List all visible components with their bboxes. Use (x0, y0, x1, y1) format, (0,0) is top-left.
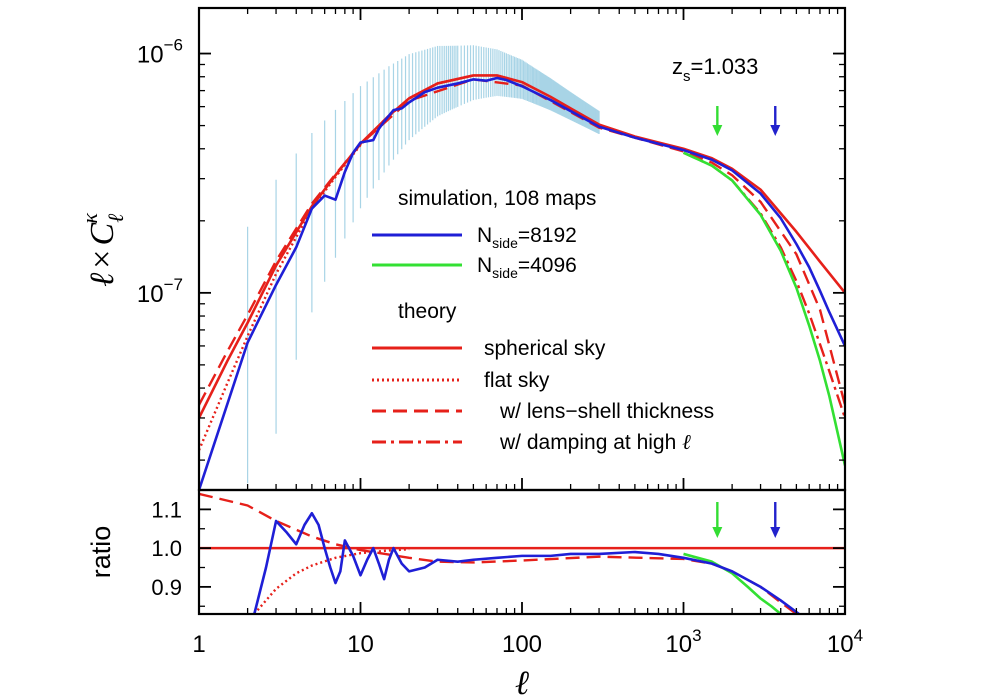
ratio-y-tick-label: 1.1 (151, 497, 182, 522)
redshift-annotation: zs=1.033 (672, 54, 758, 85)
ratio-series-w-lens-shell-thickness (199, 492, 799, 614)
arrow-head (712, 125, 723, 136)
ratio-series-flat-sky (253, 548, 410, 614)
ratio-series-group (199, 492, 845, 614)
legend-simulation-title: simulation, 108 maps (398, 187, 596, 210)
x-tick-label: 104 (827, 626, 863, 658)
main-series-spherical-sky (199, 74, 845, 419)
x-tick-label: 1 (192, 631, 205, 658)
scale-arrows (712, 106, 781, 538)
ratio-series-n-side-4096 (683, 552, 782, 614)
arrow-head (770, 125, 781, 136)
y-tick-label: 10−6 (137, 36, 183, 69)
legend: simulation, 108 maps Nside=8192 Nside=40… (372, 187, 714, 454)
main-series-n-side-8192 (199, 76, 845, 490)
ratio-plot-frame (197, 488, 847, 616)
main-series-group (199, 74, 845, 490)
legend-label-spherical-sky: spherical sky (484, 337, 606, 360)
arrow-head (770, 527, 781, 538)
legend-label-flat-sky: flat sky (484, 369, 550, 392)
main-y-axis-label: ℓ×Cℓκ (77, 213, 128, 287)
ratio-y-tick-label: 1.0 (151, 536, 182, 561)
x-tick-label: 100 (502, 631, 542, 658)
axis-ticks (198, 8, 845, 614)
x-tick-label: 10 (347, 631, 374, 658)
legend-theory-title: theory (398, 300, 457, 323)
main-series-n-side-4096 (682, 151, 845, 466)
legend-label-damping: w/ damping at high ℓ (499, 430, 691, 454)
legend-label-lens-shell: w/ lens−shell thickness (499, 400, 714, 423)
main-series-w-lens-shell-thickness (199, 78, 845, 406)
y-tick-label: 10−7 (137, 275, 183, 308)
main-series-flat-sky (199, 74, 474, 451)
x-tick-label: 103 (665, 626, 701, 658)
ratio-y-tick-label: 0.9 (151, 575, 182, 600)
ratio-y-axis-label: ratio (86, 526, 116, 579)
tick-labels: 1 10 100 103 104 10−6 10−7 0.9 1.0 1.1 (137, 36, 863, 658)
x-axis-label: ℓ (515, 665, 529, 698)
arrow-head (712, 527, 723, 538)
legend-label-nside-4096: Nside=4096 (477, 254, 577, 281)
legend-label-nside-8192: Nside=8192 (477, 224, 577, 251)
ratio-series-n-side-8192 (253, 511, 802, 614)
